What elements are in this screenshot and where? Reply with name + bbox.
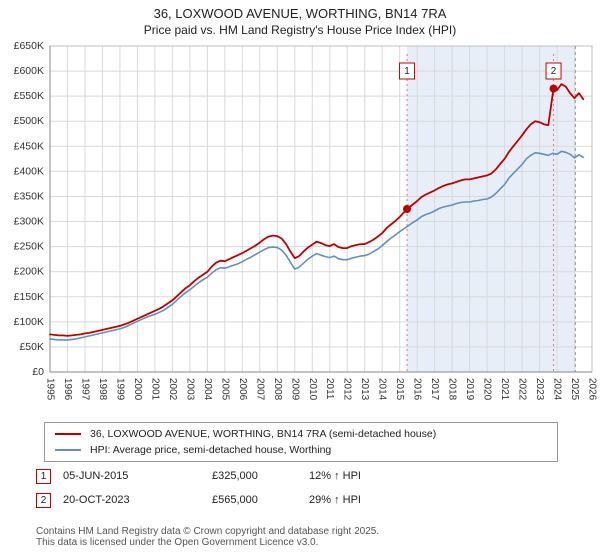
y-tick-label: £600K [14,65,44,77]
x-tick-label: 2024 [552,378,563,401]
x-tick-label: 1995 [45,378,56,401]
x-tick-label: 2020 [482,378,493,401]
y-tick-label: £350K [14,190,44,202]
legend-label-property: 36, LOXWOOD AVENUE, WORTHING, BN14 7RA (… [90,428,437,440]
page-subtitle: Price paid vs. HM Land Registry's House … [143,23,457,37]
x-tick-label: 2021 [499,378,510,401]
sale-2-marker-box: 2 [36,492,51,508]
x-tick-label: 2019 [464,378,475,401]
x-tick-label: 2012 [342,378,353,401]
y-tick-label: £200K [14,266,44,278]
ownership-shade-region [407,46,576,372]
y-tick-label: £250K [14,241,44,253]
y-tick-label: £500K [14,115,44,127]
property-line-swatch [55,433,81,435]
x-tick-label: 2018 [447,378,458,401]
y-tick-label: £300K [14,216,44,228]
x-tick-label: 2009 [289,378,300,401]
y-tick-label: £450K [14,140,44,152]
x-tick-label: 2023 [534,378,545,401]
x-tick-label: 2003 [184,378,195,401]
price-chart: £0 £50K £100K £150K £200K £250K £300K £350K £400… [14,40,598,401]
x-tick-label: 2025 [569,378,580,401]
x-tick-label: 2010 [307,378,318,401]
x-tick-label: 2017 [429,378,440,401]
sale-2-price: £565,000 [212,494,258,506]
sale-2-flag [545,62,562,80]
sale-1-flag [399,62,416,80]
y-tick-label: £50K [19,341,44,353]
svg-text:1: 1 [404,66,410,77]
sale-1-date: 05-JUN-2015 [63,470,129,482]
copyright-footer: Contains HM Land Registry data © Crown c… [36,526,379,548]
y-tick-label: £0 [32,366,44,378]
sale-1-vs-hpi: 12% ↑ HPI [309,470,361,482]
x-tick-label: 2006 [237,378,248,401]
y-tick-label: £100K [14,316,44,328]
sale-annotation-2: 2 20-OCT-2023 £565,000 29% ↑ HPI [36,492,361,508]
x-tick-label: 2016 [412,378,423,401]
chart-area: £0 £50K £100K £150K £200K £250K £300K £350K £400… [0,38,600,423]
x-tick-label: 2011 [324,378,335,400]
chart-legend: 36, LOXWOOD AVENUE, WORTHING, BN14 7RA (… [44,422,558,462]
svg-text:2: 2 [551,66,557,77]
x-tick-label: 2013 [359,378,370,401]
x-tick-label: 1996 [62,378,73,401]
y-tick-label: £150K [14,291,44,303]
x-tick-label: 2004 [202,378,213,401]
series-line-hpi [49,150,585,341]
legend-item-hpi: HPI: Average price, semi-detached house,… [55,444,547,456]
sale-annotation-1: 1 05-JUN-2015 £325,000 12% ↑ HPI [36,468,361,484]
copyright-line-2: This data is licensed under the Open Gov… [36,537,319,548]
series-line-property [49,83,585,337]
x-tick-label: 2000 [132,378,143,401]
y-tick-label: £650K [14,40,44,52]
x-tick-label: 2002 [167,378,178,401]
x-tick-label: 2007 [254,378,265,401]
sale-1-dot [403,205,412,213]
y-tick-label: £550K [14,90,44,102]
x-tick-label: 2008 [272,378,283,401]
sale-2-dot [549,84,558,93]
x-tick-label: 2005 [219,378,230,401]
x-tick-label: 1997 [79,378,90,401]
x-tick-label: 2022 [517,378,528,401]
hpi-line-swatch [55,449,81,451]
sale-1-price: £325,000 [212,470,258,482]
sale-annotations: 1 05-JUN-2015 £325,000 12% ↑ HPI 2 20-OC… [36,468,361,516]
legend-item-property: 36, LOXWOOD AVENUE, WORTHING, BN14 7RA (… [55,428,547,440]
sale-2-vs-hpi: 29% ↑ HPI [309,494,361,506]
page-title: 36, LOXWOOD AVENUE, WORTHING, BN14 7RA [153,6,447,21]
sale-2-date: 20-OCT-2023 [63,494,130,506]
x-tick-label: 2014 [377,378,388,401]
y-tick-label: £400K [14,165,44,177]
sale-1-marker-box: 1 [36,468,51,484]
x-tick-label: 2026 [587,378,598,401]
x-tick-label: 1998 [97,378,108,401]
x-tick-label: 2001 [149,378,160,401]
x-tick-label: 2015 [394,378,405,401]
legend-label-hpi: HPI: Average price, semi-detached house,… [90,444,332,456]
copyright-line-1: Contains HM Land Registry data © Crown c… [36,526,380,537]
x-tick-label: 1999 [114,378,125,401]
